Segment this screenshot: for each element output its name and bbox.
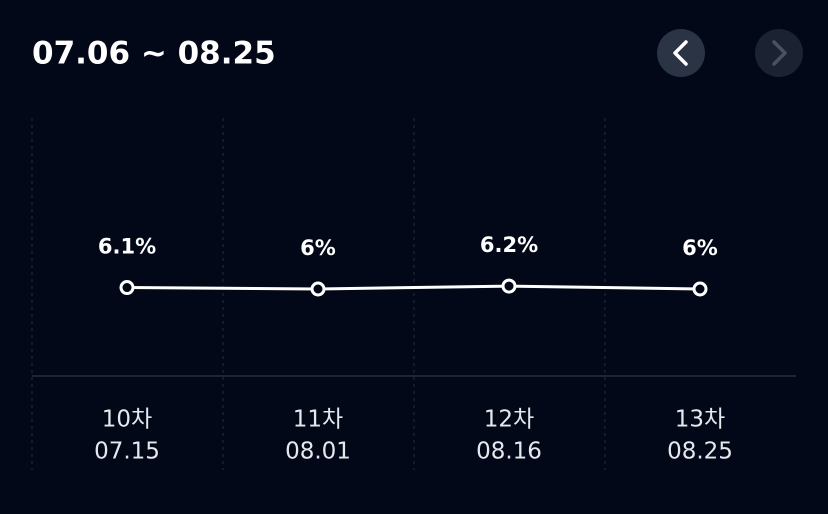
x-date-label: 08.01 — [285, 439, 351, 465]
prev-button[interactable] — [657, 29, 705, 77]
next-button[interactable] — [755, 29, 803, 77]
value-label: 6% — [682, 236, 718, 260]
line — [126, 284, 701, 291]
point — [310, 281, 326, 297]
x-tick-label: 12차 — [484, 407, 534, 433]
point — [692, 281, 708, 297]
x-date-label: 08.16 — [476, 439, 542, 465]
x-date-label: 08.25 — [667, 439, 733, 465]
x-tick-label: 11차 — [293, 407, 343, 433]
x-tick-label: 13차 — [675, 407, 725, 433]
column-dividers — [31, 118, 606, 470]
next-button-bg[interactable] — [755, 29, 803, 77]
next-icon[interactable] — [772, 40, 787, 66]
point — [501, 278, 517, 294]
prev-icon[interactable] — [673, 40, 688, 66]
value-label: 6.1% — [98, 235, 156, 259]
x-date-label: 07.15 — [94, 439, 160, 465]
x-tick-label: 10차 — [102, 407, 152, 433]
value-label: 6.2% — [480, 233, 538, 257]
prev-button-bg[interactable] — [657, 29, 705, 77]
point — [119, 280, 135, 296]
chart-title: 07.06 ~ 08.25 — [32, 36, 276, 72]
value-label: 6% — [300, 236, 336, 260]
